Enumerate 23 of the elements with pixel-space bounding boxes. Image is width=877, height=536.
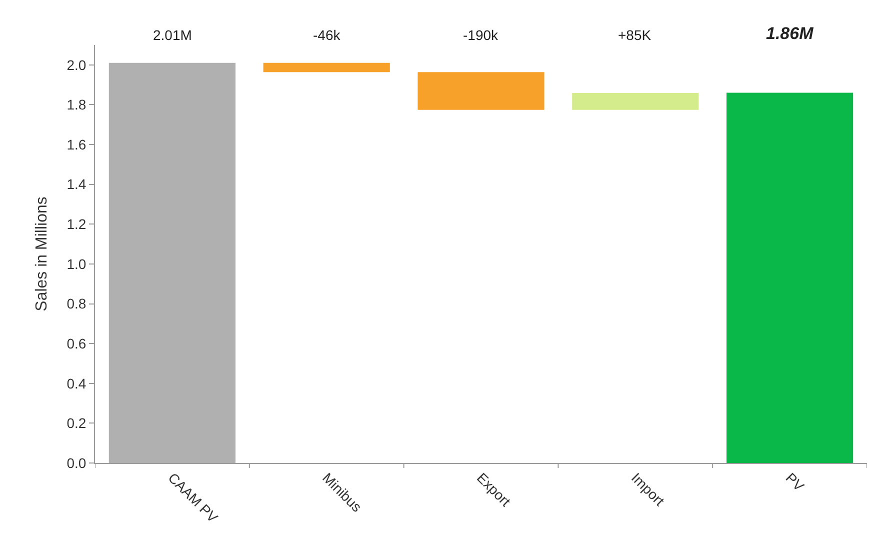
y-tick-label: 1.4 [66,176,86,192]
y-tick-label: 1.6 [66,136,86,152]
text: 2.01M [153,27,192,43]
bar [263,62,390,72]
y-tick-label: 0.4 [66,375,86,392]
y-tick-label: 1.8 [66,96,86,113]
x-tick-label: PV [782,470,808,495]
bar [108,62,236,463]
text: -190k [463,27,500,43]
y-tick-label: 0.0 [66,454,86,471]
y-tick-label: 2.0 [66,56,86,73]
y-tick-label: 1.0 [66,256,86,272]
y-tick-label: 0.6 [66,335,86,352]
y-tick-label: 0.8 [66,296,86,312]
bar [418,72,544,110]
bar [726,92,854,463]
y-axis-title: Sales in Millions [34,196,51,312]
text: +85K [618,27,652,43]
y-tick-label: 0.2 [66,415,86,432]
y-tick-label: 1.2 [66,216,86,232]
bar [572,92,699,110]
text: 1.86M [766,24,814,43]
text: -46k [313,27,342,43]
